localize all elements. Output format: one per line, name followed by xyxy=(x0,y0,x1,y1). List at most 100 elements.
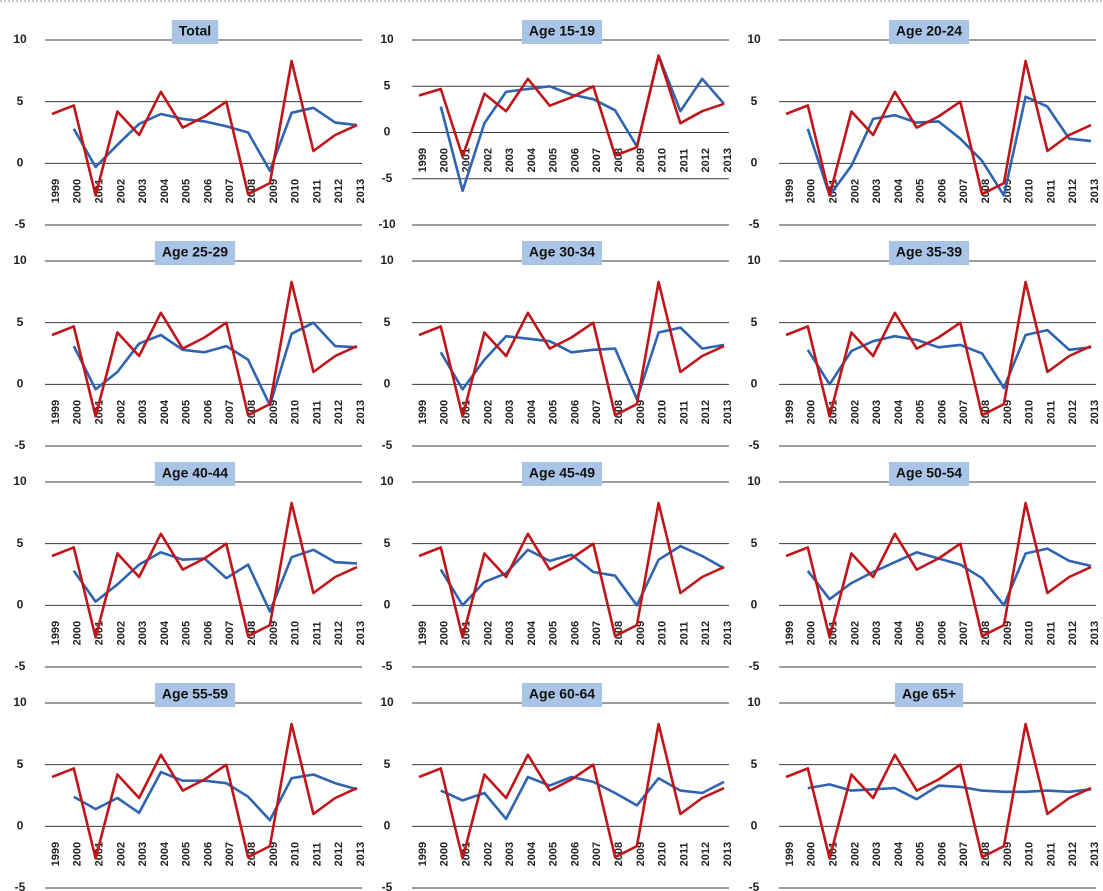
series-line xyxy=(806,547,1092,607)
panel-title: Age 30-34 xyxy=(529,244,595,260)
y-tick-label: 5 xyxy=(384,78,391,92)
x-tick-label: 2007 xyxy=(958,842,970,866)
x-tick-label: 2000 xyxy=(72,400,84,424)
x-tick-label: 2013 xyxy=(355,621,367,645)
x-tick-label: 2011 xyxy=(311,842,323,866)
x-tick-label: 2006 xyxy=(202,842,214,866)
x-tick-label: 2002 xyxy=(115,400,127,424)
panel-title: Age 55-59 xyxy=(162,686,228,702)
y-tick-label: 0 xyxy=(384,125,391,139)
y-tick-label: 5 xyxy=(751,757,758,771)
y-tick-label: -5 xyxy=(749,880,760,891)
x-tick-label: 2003 xyxy=(871,179,883,203)
x-tick-label: 2002 xyxy=(849,179,861,203)
x-tick-label: 2012 xyxy=(333,621,345,645)
y-tick-label: -5 xyxy=(382,659,393,673)
x-tick-label: 2011 xyxy=(311,179,323,203)
panel-title: Age 50-54 xyxy=(896,465,962,481)
x-tick-label: 2005 xyxy=(548,621,560,645)
y-tick-label: -5 xyxy=(382,438,393,452)
x-tick-label: 2012 xyxy=(1067,842,1079,866)
x-tick-label: 2010 xyxy=(1024,179,1036,203)
x-tick-label: 1999 xyxy=(50,842,62,866)
x-tick-label: 2010 xyxy=(1024,400,1036,424)
x-tick-label: 2007 xyxy=(958,621,970,645)
x-tick-label: 2011 xyxy=(311,621,323,645)
x-tick-label: 2013 xyxy=(722,400,734,424)
x-tick-label: 2004 xyxy=(893,399,905,424)
x-tick-label: 2007 xyxy=(591,842,603,866)
x-tick-label: 2001 xyxy=(460,621,472,645)
x-tick-label: 2010 xyxy=(1024,842,1036,866)
x-tick-label: 2011 xyxy=(678,149,690,173)
x-tick-label: 2010 xyxy=(657,400,669,424)
x-tick-label: 2002 xyxy=(849,621,861,645)
x-tick-label: 2001 xyxy=(93,179,105,203)
x-tick-label: 2006 xyxy=(936,621,948,645)
x-tick-label: 2010 xyxy=(290,179,302,203)
x-tick-label: 2001 xyxy=(93,400,105,424)
x-tick-label: 2005 xyxy=(915,179,927,203)
x-tick-label: 2007 xyxy=(591,148,603,172)
x-tick-label: 2003 xyxy=(137,621,149,645)
x-tick-label: 2009 xyxy=(1002,400,1014,424)
x-tick-label: 2006 xyxy=(569,842,581,866)
x-tick-label: 2000 xyxy=(806,400,818,424)
y-tick-label: 0 xyxy=(751,377,758,391)
x-tick-label: 2009 xyxy=(268,621,280,645)
x-tick-label: 2011 xyxy=(1045,842,1057,866)
y-tick-label: -5 xyxy=(749,659,760,673)
x-tick-label: 2009 xyxy=(268,842,280,866)
title-box xyxy=(154,241,236,265)
x-tick-label: 2009 xyxy=(635,842,647,866)
x-tick-label: 2006 xyxy=(202,400,214,424)
x-tick-label: 2009 xyxy=(1002,179,1014,203)
x-tick-label: 2005 xyxy=(181,400,193,424)
x-tick-label: 2005 xyxy=(548,842,560,866)
x-tick-label: 2010 xyxy=(657,621,669,645)
series-line xyxy=(72,106,358,172)
x-tick-label: 1999 xyxy=(417,621,429,645)
y-tick-label: 10 xyxy=(747,32,761,46)
x-tick-label: 2005 xyxy=(915,400,927,424)
title-box xyxy=(888,20,970,44)
series-line xyxy=(785,501,1092,639)
y-tick-label: 5 xyxy=(751,536,758,550)
y-tick-label: 10 xyxy=(747,474,761,488)
x-tick-label: 1999 xyxy=(50,179,62,203)
x-tick-label: 2003 xyxy=(871,400,883,424)
panel-title: Age 25-29 xyxy=(162,244,228,260)
y-tick-label: 5 xyxy=(751,94,758,108)
x-tick-label: 2009 xyxy=(1002,621,1014,645)
x-tick-label: 2000 xyxy=(439,148,451,172)
x-tick-label: 2012 xyxy=(1067,400,1079,424)
y-tick-label: -5 xyxy=(15,217,26,231)
x-tick-label: 2005 xyxy=(548,148,560,172)
y-tick-label: 10 xyxy=(380,474,394,488)
x-tick-label: 2013 xyxy=(1089,179,1101,203)
series-line xyxy=(439,54,725,193)
x-tick-label: 2002 xyxy=(482,621,494,645)
title-box xyxy=(521,683,603,707)
title-box xyxy=(894,683,964,707)
title-box xyxy=(171,20,219,44)
y-tick-label: 5 xyxy=(384,315,391,329)
x-tick-label: 2009 xyxy=(635,400,647,424)
x-tick-label: 2007 xyxy=(591,621,603,645)
x-tick-label: 2004 xyxy=(526,147,538,172)
series-line xyxy=(785,280,1092,418)
x-tick-label: 2005 xyxy=(915,842,927,866)
x-tick-label: 2005 xyxy=(548,400,560,424)
x-tick-label: 2006 xyxy=(202,179,214,203)
x-tick-label: 2002 xyxy=(115,179,127,203)
x-tick-label: 2013 xyxy=(722,621,734,645)
x-tick-label: 2007 xyxy=(591,400,603,424)
series-line xyxy=(785,59,1092,197)
series-line xyxy=(806,95,1092,197)
y-tick-label: -5 xyxy=(15,438,26,452)
title-box xyxy=(521,20,603,44)
x-tick-label: 2003 xyxy=(504,400,516,424)
y-tick-label: 0 xyxy=(384,377,391,391)
y-tick-label: -5 xyxy=(749,438,760,452)
